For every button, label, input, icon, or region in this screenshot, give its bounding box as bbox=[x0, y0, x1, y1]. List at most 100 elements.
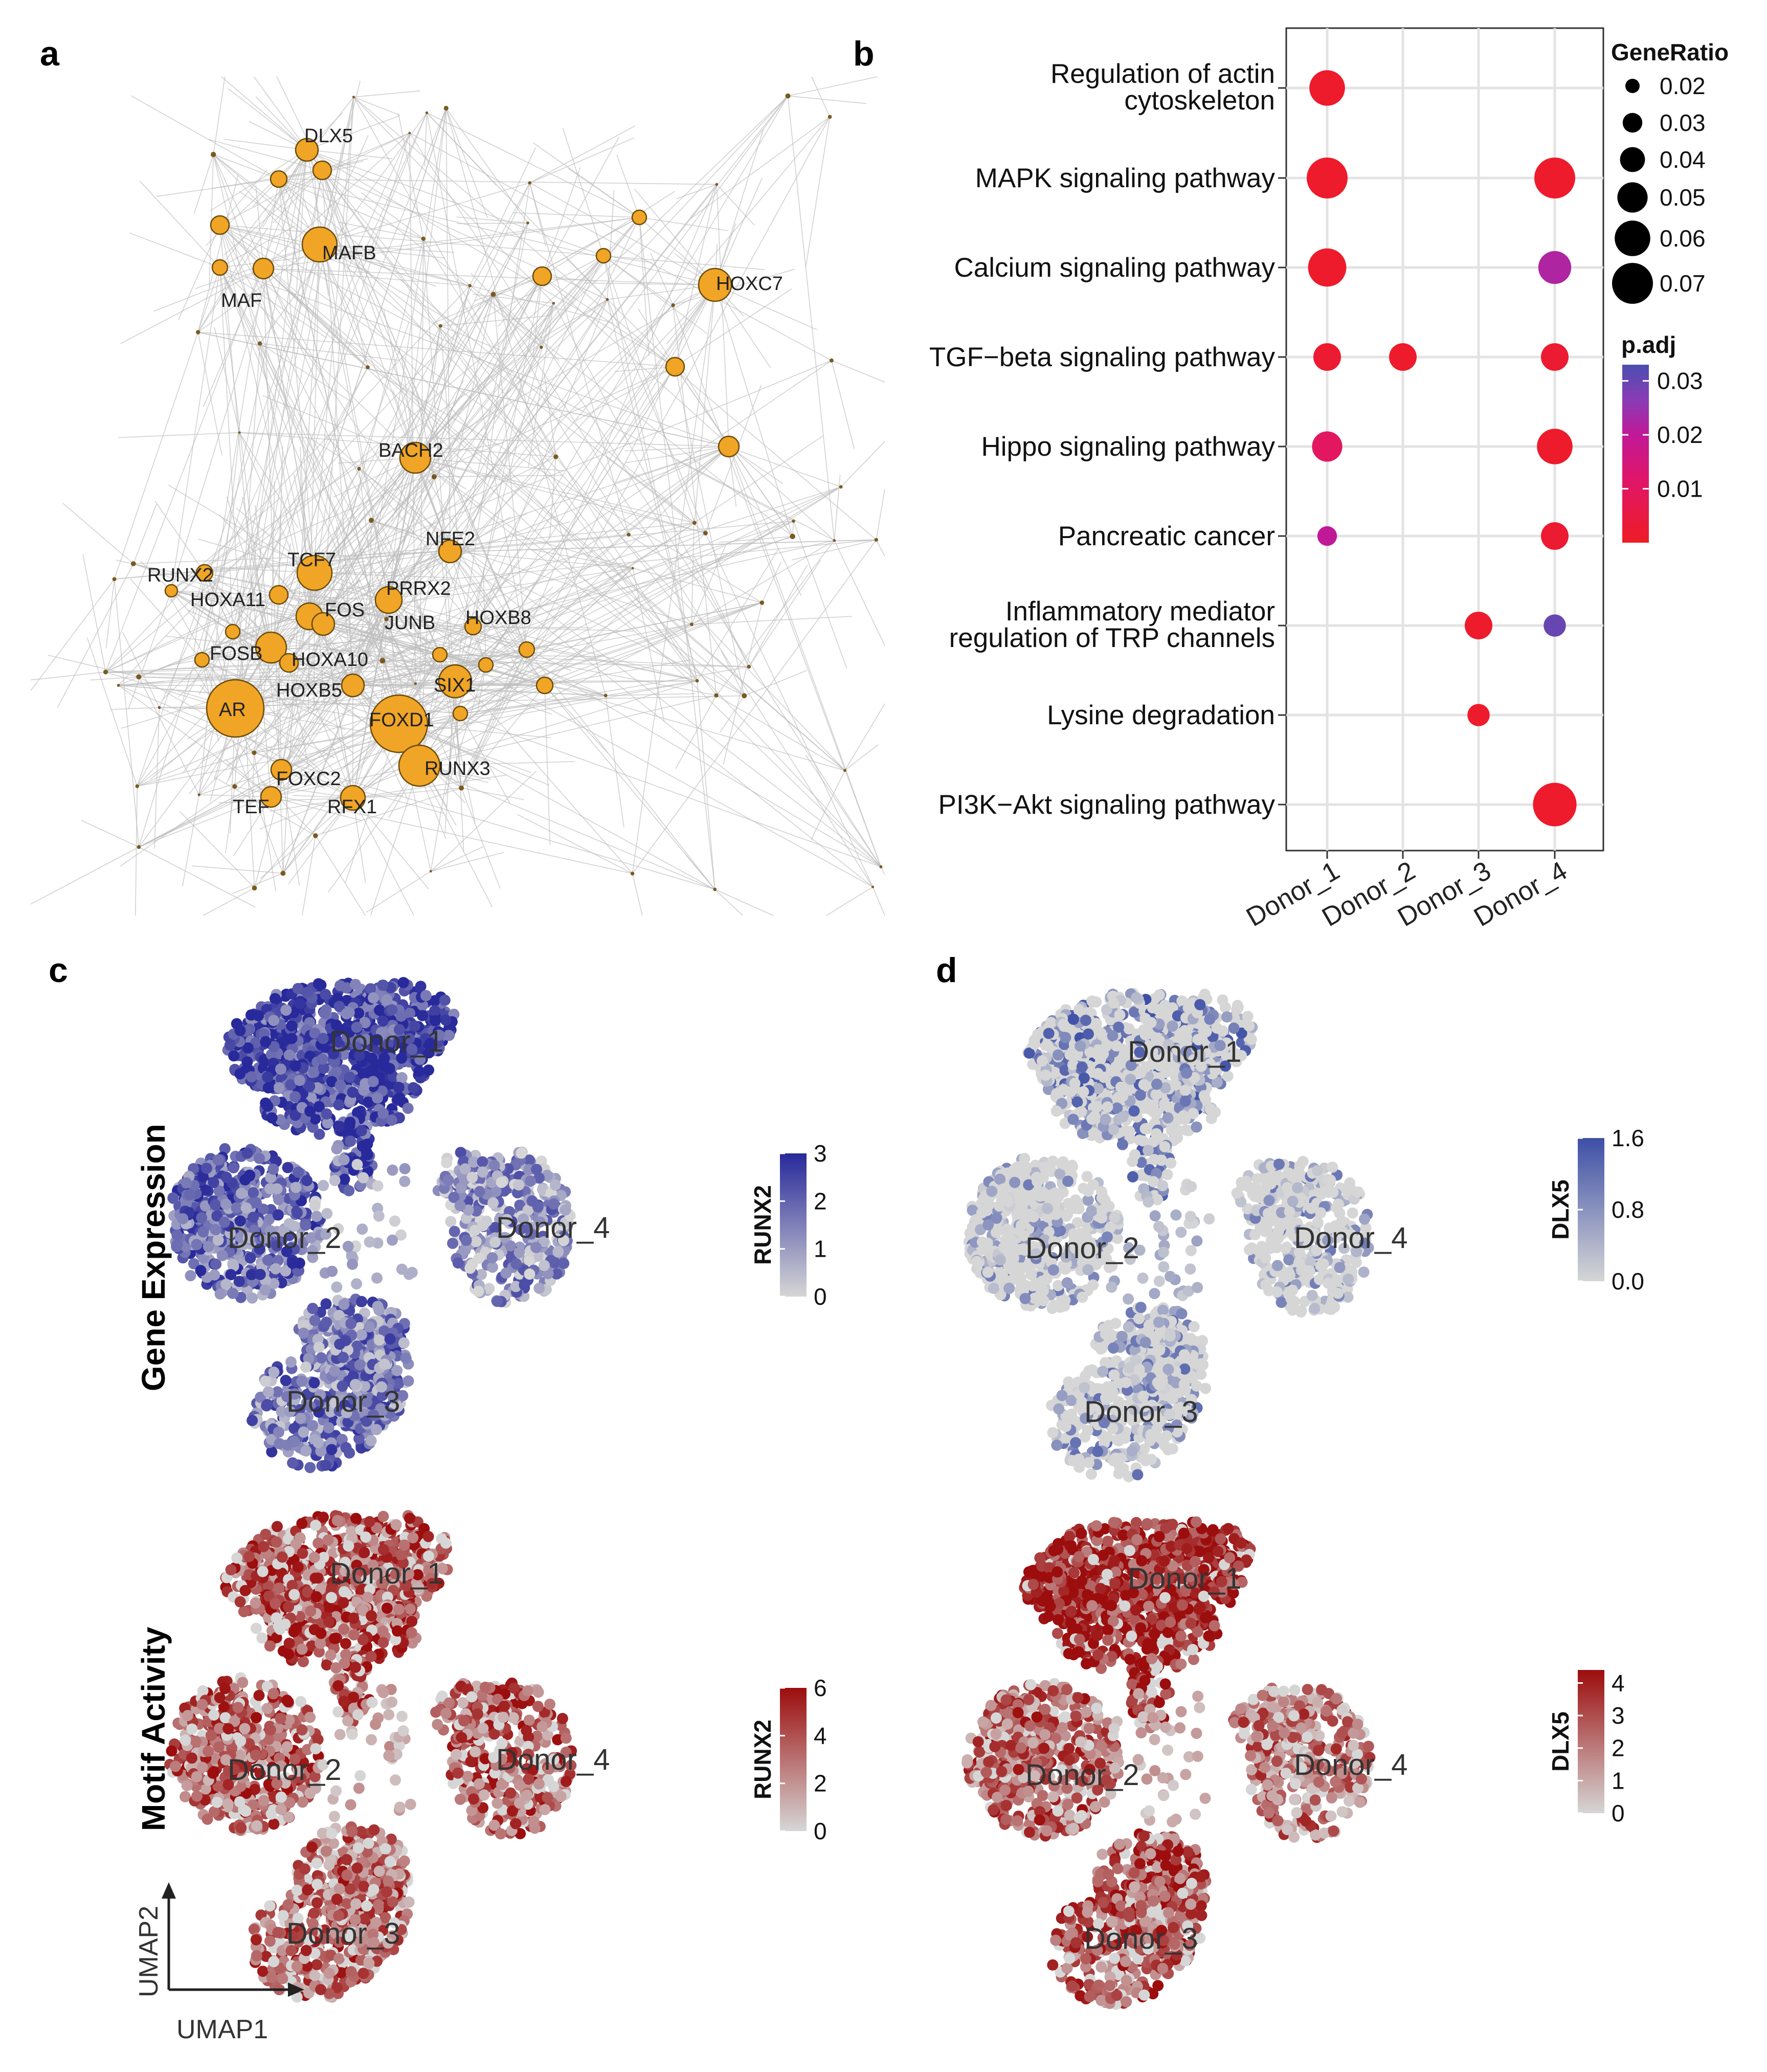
network-node bbox=[206, 679, 265, 738]
network-edge bbox=[86, 637, 138, 787]
network-edge bbox=[239, 432, 729, 447]
network-edge bbox=[241, 97, 354, 692]
network-edge bbox=[322, 170, 793, 537]
umap-cell bbox=[283, 1637, 295, 1649]
network-edge bbox=[431, 852, 504, 872]
dot-point bbox=[1312, 431, 1343, 462]
umap-donor-label: Donor_4 bbox=[496, 1211, 610, 1244]
network-edge bbox=[457, 222, 528, 225]
network-edge bbox=[105, 660, 383, 673]
network-edge bbox=[433, 326, 441, 378]
network-edge bbox=[306, 149, 389, 600]
gene-label-runx2: RUNX2 bbox=[147, 565, 213, 586]
umap-cell bbox=[280, 1374, 292, 1386]
network-edge bbox=[90, 676, 139, 681]
network-edge bbox=[714, 129, 764, 285]
pathway-label: Regulation of actin bbox=[1050, 59, 1275, 89]
umap-cell bbox=[320, 1459, 331, 1471]
umap-cell bbox=[531, 1164, 543, 1175]
network-edge bbox=[315, 835, 366, 916]
network-edge bbox=[156, 179, 279, 197]
umap-cell bbox=[420, 990, 432, 1001]
network-edge bbox=[353, 90, 420, 98]
network-node bbox=[312, 160, 332, 181]
network-edge bbox=[473, 294, 554, 304]
network-node-small bbox=[135, 784, 139, 788]
umap-cell bbox=[268, 1015, 280, 1027]
network-node-small bbox=[468, 284, 472, 287]
network-node-small bbox=[540, 345, 543, 349]
generatio-legend-label: 0.05 bbox=[1660, 184, 1706, 211]
umap-cell bbox=[280, 1004, 292, 1016]
network-edge bbox=[105, 579, 115, 649]
network-edge bbox=[430, 771, 537, 872]
network-edge bbox=[139, 602, 763, 848]
umap-cell bbox=[378, 1544, 389, 1555]
network-edge bbox=[434, 475, 562, 477]
umap-cell bbox=[344, 1117, 356, 1128]
umap-cell bbox=[305, 1605, 317, 1617]
network-edge bbox=[306, 149, 604, 256]
network-node bbox=[595, 248, 612, 264]
network-edge bbox=[607, 456, 695, 523]
colorbar-tick-label: 3 bbox=[814, 1140, 827, 1167]
network-edge bbox=[840, 441, 885, 487]
umap-cell bbox=[442, 1174, 454, 1186]
network-node bbox=[211, 259, 229, 276]
gene-label-hoxc7: HOXC7 bbox=[716, 273, 783, 295]
network-edge bbox=[705, 532, 874, 887]
network-edge bbox=[616, 154, 640, 218]
umap-cell bbox=[349, 978, 361, 990]
network-edge bbox=[114, 579, 140, 848]
umap-cell bbox=[286, 1020, 298, 1032]
network-edge bbox=[260, 343, 399, 361]
gene-label-hoxb8: HOXB8 bbox=[465, 607, 531, 629]
network-node-small bbox=[313, 833, 318, 838]
umap-cell bbox=[300, 1361, 312, 1373]
network-node bbox=[210, 215, 230, 235]
umap-cell bbox=[289, 1060, 301, 1072]
network-node bbox=[270, 170, 288, 188]
dot-point bbox=[1389, 343, 1417, 371]
umap-cell bbox=[330, 1662, 342, 1674]
network-edge bbox=[259, 113, 428, 344]
gene-label-rfx1: RFX1 bbox=[327, 796, 377, 818]
network-edge bbox=[426, 112, 497, 186]
network-node bbox=[398, 744, 441, 787]
network-edge bbox=[720, 650, 745, 696]
umap-cell bbox=[402, 1375, 414, 1387]
umap-cell bbox=[325, 1649, 337, 1661]
network-node bbox=[279, 653, 299, 673]
umap-cell bbox=[351, 1158, 363, 1170]
network-edge bbox=[440, 551, 486, 665]
network-edge bbox=[473, 446, 729, 627]
umap-colorbar bbox=[780, 1153, 807, 1297]
network-edge bbox=[278, 179, 695, 523]
network-edge bbox=[632, 568, 763, 604]
network-edge bbox=[461, 787, 524, 800]
network-edge bbox=[314, 360, 832, 573]
umap-cell bbox=[259, 1375, 271, 1387]
umap-cell bbox=[348, 1629, 360, 1641]
network-edge bbox=[30, 578, 115, 691]
network-node bbox=[369, 694, 429, 753]
network-edge bbox=[791, 539, 877, 561]
network-edge bbox=[81, 820, 139, 848]
gene-label-maf: MAF bbox=[221, 290, 262, 311]
network-edge bbox=[386, 303, 554, 619]
network-node bbox=[194, 652, 210, 668]
gene-label-bach2: BACH2 bbox=[378, 440, 443, 461]
network-edge bbox=[831, 360, 855, 449]
umap-cell bbox=[239, 1585, 251, 1596]
gene-label-dlx5: DLX5 bbox=[304, 125, 353, 147]
network-node-small bbox=[833, 539, 836, 542]
network-edge bbox=[213, 154, 881, 867]
network-node-small bbox=[871, 885, 875, 888]
network-edge bbox=[139, 664, 486, 848]
gene-label-foxd1: FOXD1 bbox=[369, 709, 434, 731]
generatio-legend-label: 0.06 bbox=[1660, 225, 1706, 252]
network-edge bbox=[624, 446, 729, 463]
network-edge bbox=[576, 366, 676, 421]
umap-cell bbox=[254, 1152, 265, 1164]
network-edge bbox=[386, 618, 873, 887]
